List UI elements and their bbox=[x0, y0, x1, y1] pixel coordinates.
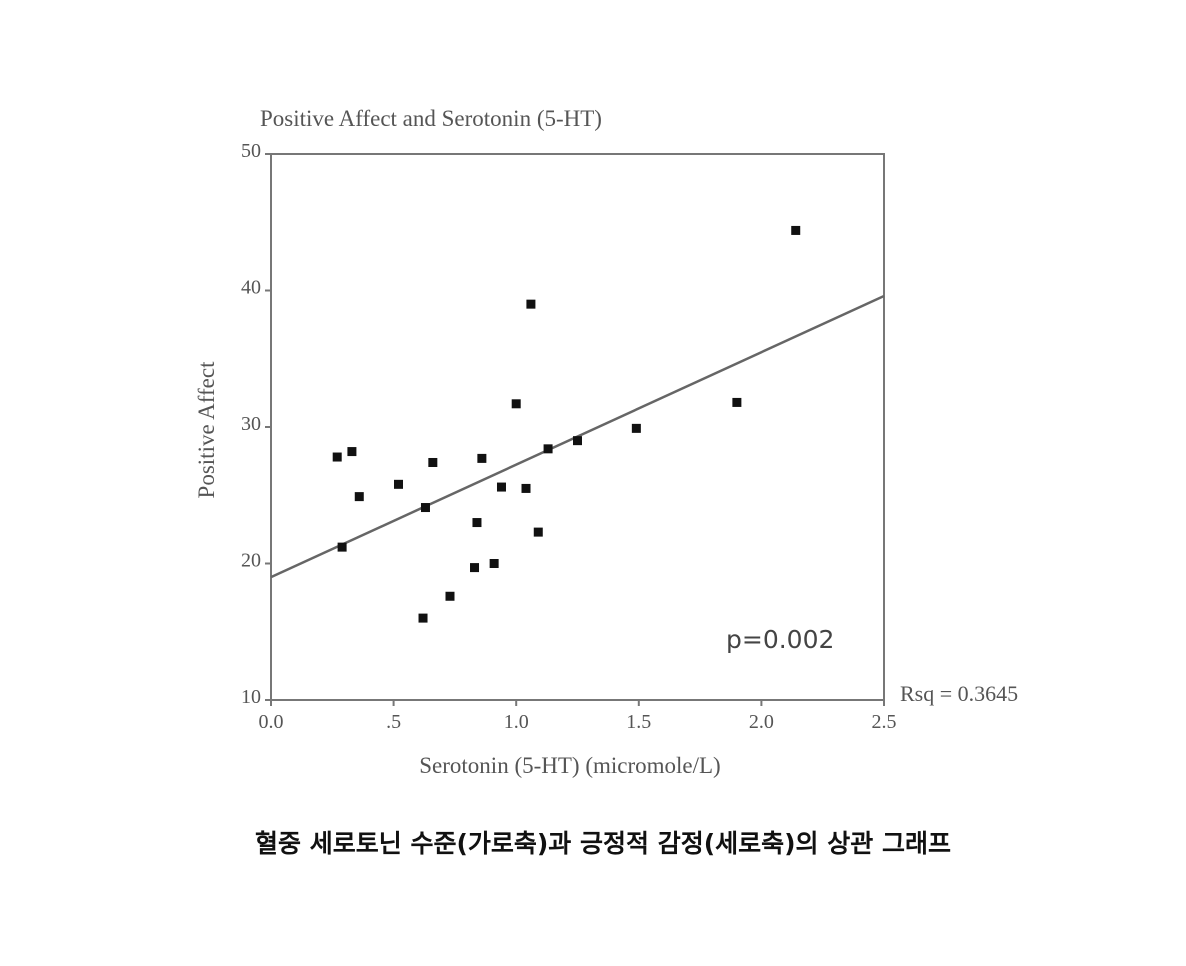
scatter-point bbox=[470, 563, 480, 573]
scatter-point bbox=[394, 479, 404, 489]
r-squared: Rsq = 0.3645 bbox=[900, 681, 1018, 706]
plot-frame bbox=[270, 153, 885, 701]
scatter-point bbox=[543, 444, 553, 454]
scatter-point bbox=[521, 483, 531, 493]
y-tick-label: 20 bbox=[241, 550, 261, 572]
scatter-point bbox=[428, 457, 438, 467]
p-value: p=0.002 bbox=[726, 625, 834, 654]
scatter-point bbox=[472, 518, 482, 528]
x-tick-label: 1.0 bbox=[504, 711, 529, 733]
scatter-point bbox=[354, 492, 364, 502]
scatter-point bbox=[332, 452, 342, 462]
y-axis-label: Positive Affect bbox=[194, 361, 219, 499]
scatter-point bbox=[533, 527, 543, 537]
x-tick-label: 1.5 bbox=[626, 711, 651, 733]
scatter-point bbox=[477, 453, 487, 463]
scatter-point bbox=[511, 399, 521, 409]
scatter-point bbox=[420, 503, 430, 513]
chart-title: Positive Affect and Serotonin (5-HT) bbox=[260, 106, 602, 131]
scatter-point bbox=[489, 559, 499, 568]
scatter-point bbox=[526, 299, 536, 309]
scatter-point bbox=[732, 397, 742, 407]
scatter-point bbox=[573, 436, 582, 446]
scatter-point bbox=[496, 482, 506, 492]
caption: 혈중 세로토닌 수준(가로축)과 긍정적 감정(세로축)의 상관 그래프 bbox=[255, 829, 951, 858]
x-tick-label: .5 bbox=[386, 711, 401, 733]
scatter-point bbox=[418, 613, 428, 623]
scatter-point bbox=[337, 542, 347, 552]
scatter-point bbox=[631, 423, 641, 433]
x-tick-label: 2.5 bbox=[872, 711, 897, 733]
x-axis-label: Serotonin (5-HT) (micromole/L) bbox=[419, 753, 720, 778]
x-tick-label: 2.0 bbox=[749, 711, 774, 733]
y-tick-label: 30 bbox=[241, 413, 261, 435]
scatter-point bbox=[347, 447, 357, 457]
y-tick-label: 40 bbox=[241, 277, 261, 299]
x-tick-label: 0.0 bbox=[259, 711, 284, 733]
scatter-point bbox=[791, 225, 801, 235]
y-tick-label: 10 bbox=[241, 686, 261, 708]
y-tick-label: 50 bbox=[241, 140, 261, 162]
scatter-point bbox=[445, 591, 455, 601]
